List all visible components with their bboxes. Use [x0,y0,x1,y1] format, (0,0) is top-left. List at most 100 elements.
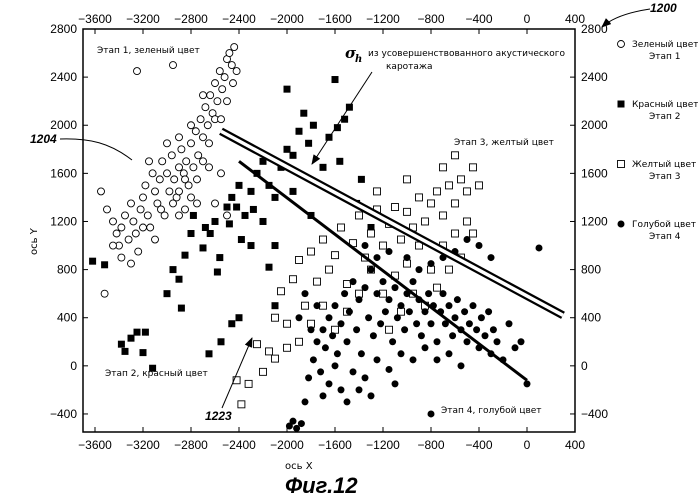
data-point-series-1 [128,200,135,207]
data-point-series-1 [197,116,204,123]
data-point-series-4 [356,296,363,303]
data-point-series-1 [118,224,125,231]
data-point-series-1 [164,140,171,147]
data-point-series-2 [238,236,245,243]
data-point-series-4 [398,302,405,309]
data-point-series-2 [272,302,279,309]
data-point-series-3 [278,288,285,295]
data-point-series-1 [113,230,120,237]
data-point-series-2 [140,349,147,356]
data-point-series-3 [344,281,351,288]
data-point-series-1 [140,194,147,201]
y-tick-label-left: 800 [57,263,77,277]
x-tick-label-top: −2000 [270,12,304,26]
legend-label-3: Желтый цвет [632,160,696,170]
data-point-series-4 [386,296,393,303]
data-point-series-3 [245,380,252,387]
data-point-series-4 [398,350,405,357]
data-point-series-4 [368,266,375,273]
data-point-series-4 [362,374,369,381]
data-point-series-1 [101,290,108,297]
x-tick-label-top: −1600 [318,12,352,26]
data-point-series-1 [176,212,183,219]
data-point-series-3 [440,212,447,219]
data-point-series-1 [164,170,171,177]
data-point-series-4 [332,302,339,309]
data-point-series-2 [176,276,183,283]
data-point-series-4 [488,254,495,261]
y-axis-label: ось Y [29,227,40,255]
data-point-series-1 [194,200,201,207]
data-point-series-4 [386,366,393,373]
data-point-series-1 [122,212,129,219]
x-tick-label-bottom: −800 [417,438,444,452]
data-point-series-2 [300,110,307,117]
data-point-series-1 [98,188,105,195]
data-point-series-4 [422,344,429,351]
data-point-series-4 [476,242,483,249]
legend-marker-2 [618,101,625,108]
data-point-series-2 [224,204,231,211]
data-point-series-4 [326,380,333,387]
data-point-series-2 [216,254,223,261]
y-tick-label-left: 0 [70,359,77,373]
x-tick-label-top: −400 [465,12,492,26]
data-point-series-3 [476,182,483,189]
data-point-series-4 [341,290,348,297]
data-point-series-4 [464,236,471,243]
data-point-series-4 [374,356,381,363]
data-point-series-3 [398,236,405,243]
x-tick-label-top: −2400 [222,12,256,26]
data-point-series-2 [336,158,343,165]
legend-sublabel-3: Этап 3 [649,172,681,182]
data-point-series-2 [142,329,149,336]
data-point-series-2 [341,116,348,123]
data-point-series-1 [146,158,153,165]
data-point-series-3 [272,314,279,321]
data-point-series-4 [446,302,453,309]
data-point-series-4 [298,420,305,427]
data-point-series-1 [104,206,111,213]
ref-1204-leader [60,139,132,160]
data-point-series-4 [344,398,351,405]
data-point-series-3 [392,204,399,211]
data-point-series-3 [332,326,339,333]
data-point-series-3 [380,290,387,297]
data-point-series-1 [158,206,165,213]
data-point-series-4 [308,326,315,333]
data-point-series-1 [134,68,141,75]
data-point-series-3 [398,308,405,315]
legend: Зеленый цветЭтап 1Красный цветЭтап 2Желт… [618,40,698,242]
data-point-series-4 [353,326,360,333]
legend-marker-3 [618,161,625,168]
data-point-series-4 [428,410,435,417]
data-point-series-1 [212,80,219,87]
data-point-series-3 [308,248,315,255]
data-point-series-2 [305,140,312,147]
data-point-series-4 [434,338,441,345]
data-point-series-4 [382,308,389,315]
data-point-series-1 [135,248,142,255]
x-axis-label: ось X [285,461,313,472]
ref-1223: 1223 [205,409,232,423]
data-point-series-4 [374,254,381,261]
data-point-series-3 [428,200,435,207]
data-point-series-4 [338,386,345,393]
data-point-series-1 [132,230,139,237]
data-point-series-4 [428,260,435,267]
data-point-series-2 [122,348,129,355]
y-tick-label-right: 400 [581,311,601,325]
y-tick-label-right: 800 [581,263,601,277]
data-point-series-4 [368,392,375,399]
data-point-series-1 [176,164,183,171]
data-point-series-2 [242,212,249,219]
data-point-series-4 [406,308,413,315]
data-point-series-1 [200,134,207,141]
data-point-series-3 [338,224,345,231]
y-tick-label-left: −400 [50,407,77,421]
x-tick-label-bottom: −2800 [174,438,208,452]
x-tick-label-top: −2800 [174,12,208,26]
data-point-series-3 [302,302,309,309]
data-point-series-2 [188,230,195,237]
data-point-series-3 [470,230,477,237]
